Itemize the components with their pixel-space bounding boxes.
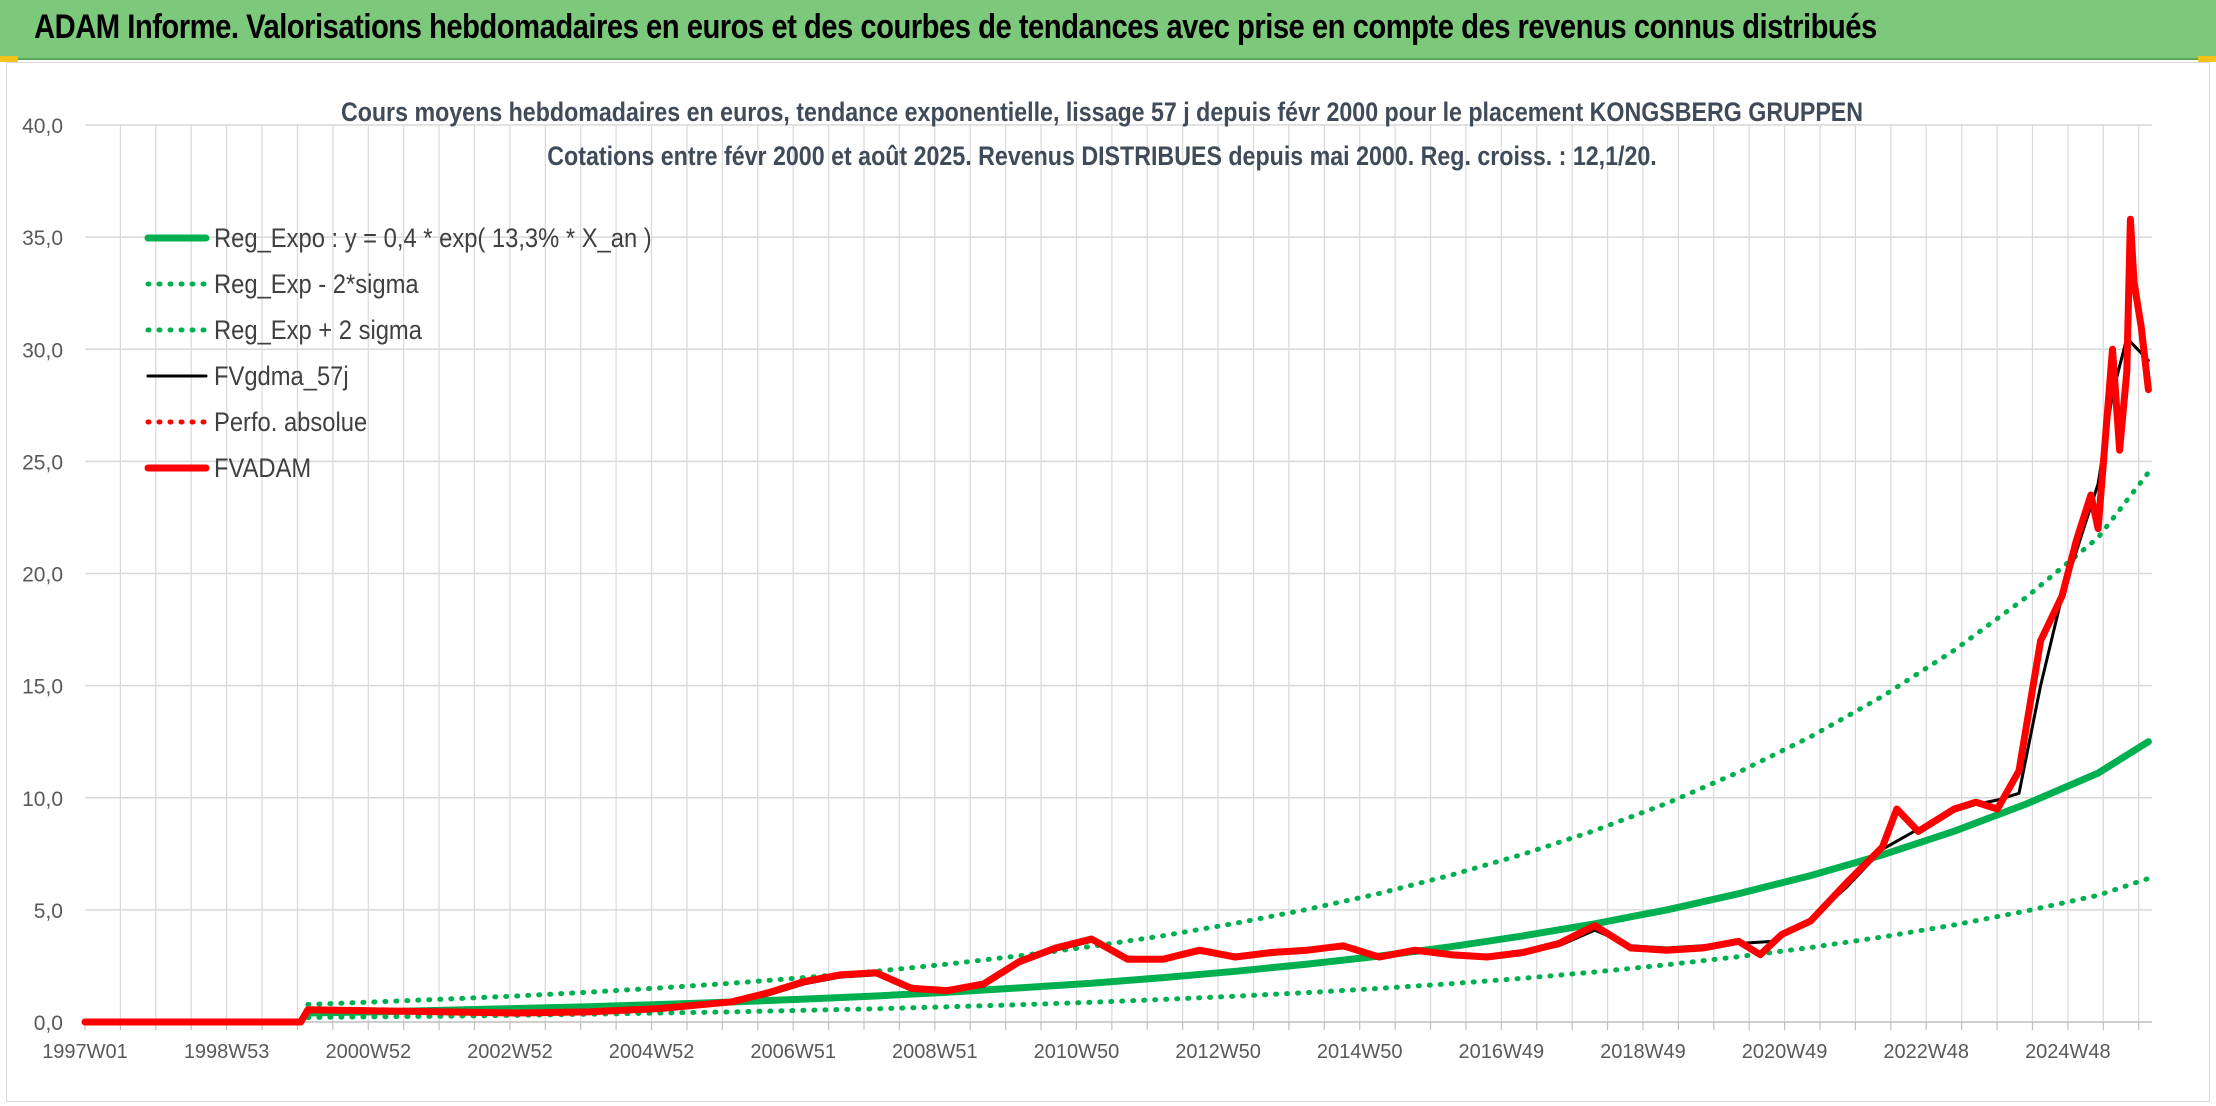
legend-label: Reg_Expo : y = 0,4 * exp( 13,3% * X_an ) [214, 224, 652, 254]
series-line-0 [304, 738, 2152, 1017]
x-tick-label: 1997W01 [42, 1041, 128, 1063]
grid-lines [85, 124, 2152, 1022]
x-tick-label: 2002W52 [467, 1041, 553, 1063]
y-tick-label: 0,0 [34, 1012, 63, 1035]
y-tick-label: 10,0 [22, 788, 63, 811]
x-tick-label: 2022W48 [1883, 1041, 1969, 1063]
x-tick-label: 2018W49 [1600, 1041, 1686, 1063]
x-tick-label: 2008W51 [892, 1041, 978, 1063]
y-tick-label: 20,0 [22, 564, 63, 587]
series-line-2 [305, 470, 2151, 1007]
legend-label: Perfo. absolue [214, 408, 367, 438]
series-line-5 [81, 215, 2152, 1026]
y-tick-label: 35,0 [22, 227, 63, 250]
y-tick-label: 40,0 [22, 115, 63, 138]
legend-label: FVADAM [214, 454, 311, 484]
chart-series [81, 215, 2152, 1026]
y-tick-label: 15,0 [22, 676, 63, 699]
legend-label: Reg_Exp - 2*sigma [214, 270, 419, 300]
report-title: ADAM Informe. Valorisations hebdomadaire… [34, 8, 1877, 46]
x-tick-label: 2010W50 [1034, 1041, 1120, 1063]
x-tick-label: 2006W51 [750, 1041, 836, 1063]
chart-subtitle: Cotations entre févr 2000 et août 2025. … [547, 141, 1656, 171]
x-tick-label: 2016W49 [1459, 1041, 1545, 1063]
chart-legend: Reg_Expo : y = 0,4 * exp( 13,3% * X_an )… [144, 224, 652, 484]
x-tick-label: 2020W49 [1742, 1041, 1828, 1063]
x-tick-label: 2014W50 [1317, 1041, 1403, 1063]
series-line-3 [83, 336, 2150, 1024]
series-line-1 [305, 876, 2151, 1020]
corner-mark [0, 56, 18, 62]
x-tick-label: 2024W48 [2025, 1041, 2111, 1063]
legend-label: Reg_Exp + 2 sigma [214, 316, 423, 346]
legend-label: FVgdma_57j [214, 362, 349, 392]
x-tick-label: 2000W52 [325, 1041, 411, 1063]
x-tick-label: 2012W50 [1175, 1041, 1261, 1063]
x-tick-label: 2004W52 [609, 1041, 695, 1063]
report-header-banner: ADAM Informe. Valorisations hebdomadaire… [0, 0, 2216, 60]
axes: 0,0 5,0 10,0 15,0 20,0 25,0 30,0 35,0 40,0 1997W0… [22, 115, 2152, 1063]
chart-frame [6, 62, 2210, 1102]
y-tick-label: 5,0 [34, 900, 63, 923]
y-tick-label: 30,0 [22, 339, 63, 362]
y-tick-label: 25,0 [22, 451, 63, 474]
corner-mark [2198, 56, 2216, 62]
x-tick-label: 1998W53 [184, 1041, 270, 1063]
chart-title: Cours moyens hebdomadaires en euros, ten… [341, 97, 1863, 127]
